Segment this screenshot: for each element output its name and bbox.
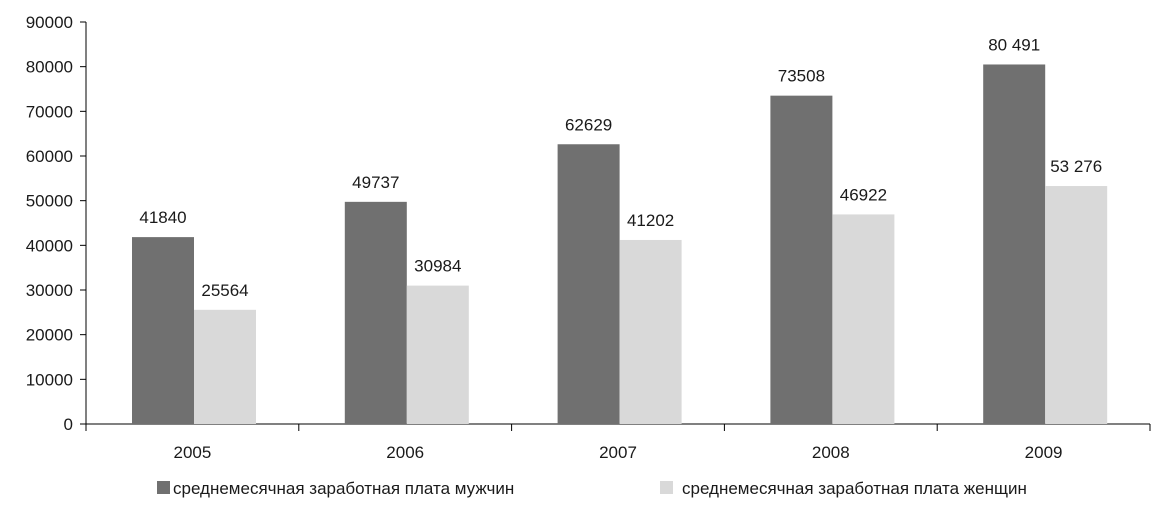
data-label-women-2008: 46922 — [840, 185, 887, 204]
y-tick-label: 30000 — [26, 281, 73, 300]
data-label-women-2009: 53 276 — [1050, 157, 1102, 176]
bar-women-2008 — [832, 214, 895, 424]
data-label-men-2009: 80 491 — [988, 35, 1040, 54]
data-labels-layer: 41840 49737 62629 73508 80 491 25564 30984 4120… — [139, 35, 1102, 299]
legend-swatch-women — [660, 481, 673, 494]
x-tick-label-2005: 2005 — [173, 443, 211, 462]
bar-women-2006 — [406, 285, 469, 424]
y-tick-label: 40000 — [26, 236, 73, 255]
bar-men-2006 — [344, 201, 407, 424]
y-axis: 0 10000 20000 30000 40000 50000 60000 70000 8000… — [26, 13, 87, 434]
y-tick-label: 70000 — [26, 102, 73, 121]
legend: среднемесячная заработная плата мужчин ср… — [157, 479, 1027, 498]
bar-men-2008 — [770, 95, 833, 424]
data-label-men-2008: 73508 — [778, 67, 825, 86]
data-label-women-2006: 30984 — [414, 257, 461, 276]
y-tick-label: 0 — [64, 415, 73, 434]
y-tick-label: 50000 — [26, 192, 73, 211]
x-tick-label-2008: 2008 — [812, 443, 850, 462]
legend-label-men: среднемесячная заработная плата мужчин — [173, 479, 514, 498]
data-label-women-2005: 25564 — [201, 281, 248, 300]
data-label-men-2005: 41840 — [139, 208, 186, 227]
bar-men-2005 — [132, 237, 194, 424]
bar-women-2005 — [194, 309, 256, 424]
legend-swatch-men — [157, 481, 170, 494]
data-label-men-2007: 62629 — [565, 115, 612, 134]
bars-layer — [132, 64, 1108, 424]
y-tick-label: 20000 — [26, 326, 73, 345]
data-label-men-2006: 49737 — [352, 173, 399, 192]
x-tick-label-2007: 2007 — [599, 443, 637, 462]
y-tick-label: 60000 — [26, 147, 73, 166]
bar-men-2009 — [983, 64, 1046, 424]
y-tick-label: 90000 — [26, 13, 73, 32]
bar-women-2009 — [1045, 186, 1108, 424]
x-axis: 2005 2006 2007 2008 2009 — [85, 423, 1151, 462]
bar-women-2007 — [619, 239, 682, 424]
data-label-women-2007: 41202 — [627, 211, 674, 230]
x-tick-label-2009: 2009 — [1025, 443, 1063, 462]
y-tick-label: 80000 — [26, 58, 73, 77]
bar-men-2007 — [557, 144, 620, 424]
x-tick-label-2006: 2006 — [386, 443, 424, 462]
legend-label-women: среднемесячная заработная плата женщин — [682, 479, 1027, 498]
y-tick-label: 10000 — [26, 370, 73, 389]
